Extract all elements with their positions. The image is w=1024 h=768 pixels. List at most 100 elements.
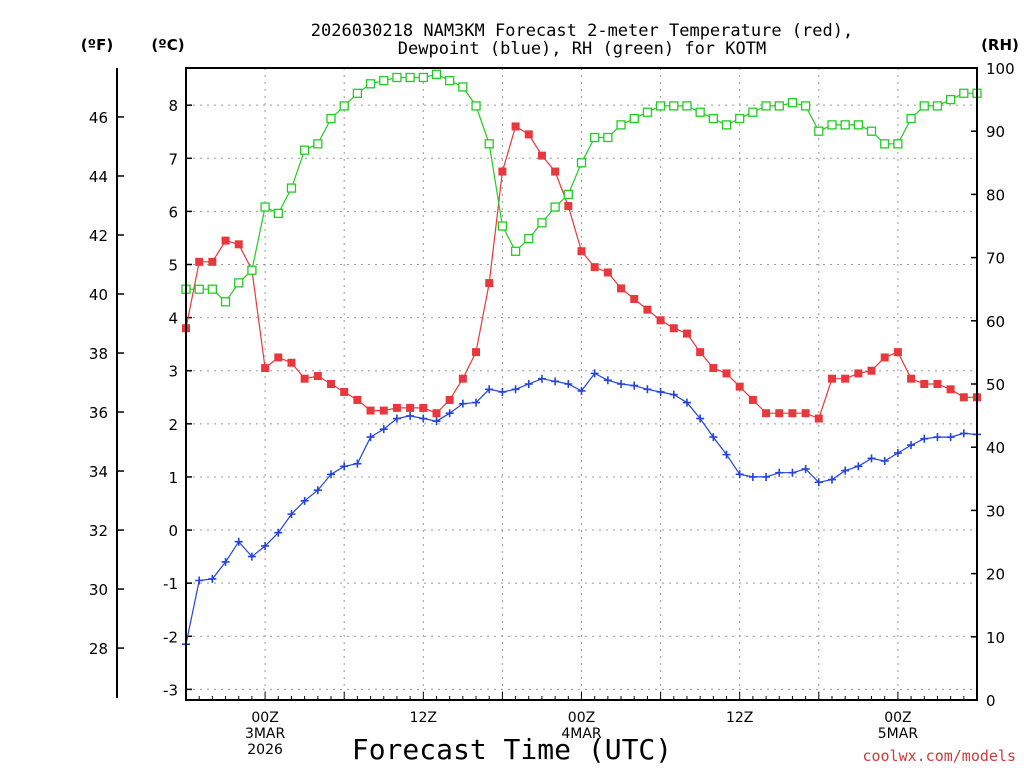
2-meter-temperature-point (722, 369, 731, 378)
dewpoint-point (933, 433, 942, 442)
rh-point (787, 98, 798, 108)
dewpoint-point (432, 417, 441, 426)
2-meter-temperature-point (907, 374, 916, 383)
rh-point (207, 284, 218, 294)
dewpoint-point (630, 381, 639, 390)
rh-tick-label: 60 (986, 313, 1005, 331)
dewpoint-point (234, 537, 243, 546)
dewpoint-point (880, 457, 889, 466)
2-meter-temperature-point (313, 372, 322, 381)
2-meter-temperature-point (920, 380, 929, 388)
celsius-tick-label: 5 (168, 257, 178, 275)
2-meter-temperature-point (419, 403, 428, 412)
dewpoint-point (353, 459, 362, 468)
dewpoint-point (313, 486, 322, 495)
rh-tick-label: 90 (986, 123, 1005, 141)
dewpoint-point (221, 557, 230, 566)
2-meter-temperature-point (274, 353, 283, 362)
credit-link[interactable]: coolwx.com/models (862, 747, 1016, 765)
2-meter-temperature-point (748, 395, 757, 404)
rh-point (616, 120, 626, 130)
rh-unit-label: (RH) (981, 36, 1019, 54)
grid-lines (186, 68, 977, 700)
celsius-tick-label: 2 (168, 416, 178, 434)
dewpoint-point (287, 510, 296, 519)
dewpoint-point (340, 462, 349, 471)
rh-point (866, 126, 877, 136)
tick-labels: 28303234363840424446-3-2-101234567801020… (89, 60, 1015, 758)
fahrenheit-tick-label: 46 (89, 109, 108, 127)
rh-point (392, 72, 402, 83)
rh-point (220, 297, 231, 307)
2-meter-temperature-point (485, 279, 494, 288)
dewpoint-point (682, 398, 691, 407)
2-meter-temperature-point (406, 403, 415, 412)
rh-tick-label: 20 (986, 566, 1005, 584)
rh-tick-label: 10 (986, 629, 1005, 647)
fahrenheit-tick-label: 42 (89, 227, 108, 245)
rh-tick-label: 40 (986, 439, 1005, 457)
celsius-tick-label: 4 (168, 310, 178, 328)
2-meter-temperature-point (933, 380, 942, 388)
2-meter-temperature-point (234, 240, 243, 249)
rh-tick-label: 100 (986, 60, 1015, 78)
dewpoint-point (485, 385, 494, 394)
x-tick-label: 3MAR (245, 726, 286, 742)
dewpoint-point (801, 464, 810, 473)
rh-point (827, 120, 837, 130)
rh-point (682, 101, 692, 111)
rh-point (326, 113, 336, 124)
celsius-tick-label: 3 (168, 363, 178, 381)
dewpoint-point (366, 433, 375, 442)
2-meter-temperature-point (392, 403, 401, 412)
rh-tick-label: 50 (986, 376, 1005, 394)
fahrenheit-tick-label: 38 (89, 345, 108, 363)
fahrenheit-tick-label: 34 (89, 463, 108, 481)
2-meter-temperature-point (827, 374, 836, 383)
dewpoint-point (735, 470, 744, 479)
rh-point (840, 120, 850, 130)
dewpoint-point (419, 414, 428, 423)
rh-point (893, 139, 903, 149)
fahrenheit-tick-label: 28 (89, 640, 108, 658)
rh-tick-label: 30 (986, 502, 1005, 520)
celsius-tick-label: 1 (168, 469, 178, 487)
dewpoint-line (185, 372, 978, 645)
dewpoint-point (907, 441, 916, 450)
2-meter-temperature-point (630, 295, 639, 304)
dewpoint-point (577, 386, 586, 395)
dewpoint-point (669, 390, 678, 399)
dewpoint-point (274, 528, 283, 537)
rh-point (603, 132, 613, 143)
rh-point (365, 79, 376, 89)
rh-point (919, 101, 929, 111)
2-meter-temperature-point (617, 284, 626, 293)
series-layer (181, 69, 982, 649)
dewpoint-point (208, 574, 217, 583)
rh-point (945, 94, 956, 105)
dewpoint-point (445, 409, 454, 418)
2-meter-temperature-point (537, 151, 546, 160)
2-meter-temperature-point (524, 130, 533, 139)
x-tick-label: 5MAR (878, 726, 919, 742)
2-meter-temperature-point (814, 414, 823, 423)
rh-point (721, 120, 732, 130)
2-meter-temperature-point (590, 263, 599, 272)
2-meter-temperature-point (762, 409, 771, 418)
dewpoint-point (472, 398, 481, 407)
2-meter-temperature-point (854, 369, 863, 378)
2-meter-temperature-point (946, 385, 955, 394)
dewpoint-point (814, 478, 823, 487)
2-meter-temperature-point (498, 167, 507, 176)
rh-point (708, 113, 718, 124)
2-meter-temperature-point (261, 364, 270, 373)
dewpoint-point (617, 380, 626, 388)
x-tick-label: 2026 (247, 742, 283, 758)
2-meter-temperature-point (696, 348, 705, 357)
dewpoint-point (959, 429, 968, 438)
2-meter-temperature-point (221, 236, 230, 245)
2-meter-temperature-point (603, 268, 612, 277)
x-tick-label: 00Z (251, 710, 278, 726)
2-meter-temperature-point (735, 382, 744, 391)
dewpoint-point (392, 414, 401, 423)
